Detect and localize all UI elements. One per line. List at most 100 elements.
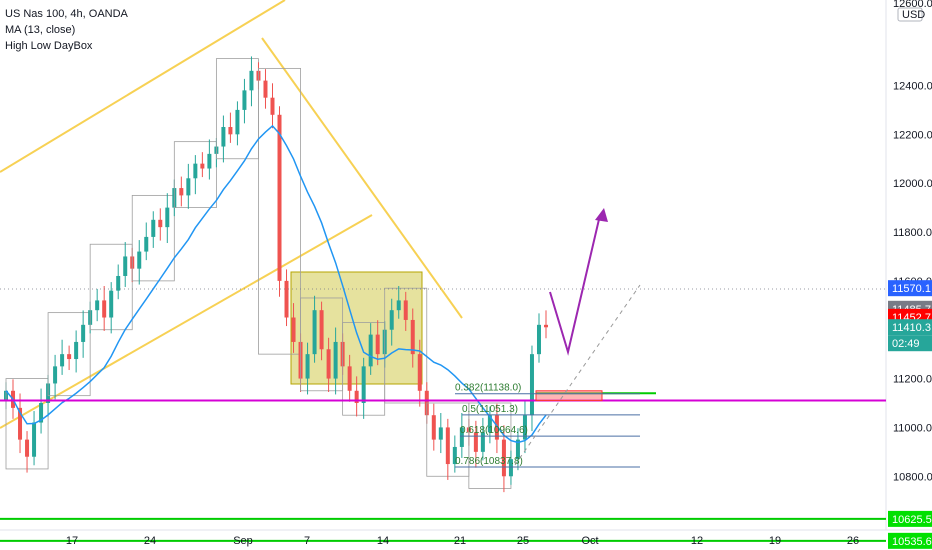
price-tick-label: 12200.0	[893, 129, 932, 141]
candle-body	[326, 349, 331, 379]
candle-body	[536, 324, 541, 355]
price-tag	[888, 510, 932, 527]
candle-body	[319, 310, 324, 350]
candle-body	[137, 251, 142, 269]
candle-body	[200, 163, 205, 169]
candle-body	[151, 219, 156, 237]
time-tick-label: Oct	[581, 535, 598, 547]
time-tick-label: 14	[377, 535, 389, 547]
time-tick-label: 21	[454, 535, 466, 547]
fib-level-label: 0.618(10964.6)	[460, 425, 528, 436]
time-tick-label: 12	[691, 535, 703, 547]
candle-body	[102, 300, 107, 318]
target-zone	[535, 390, 603, 402]
daybox	[131, 194, 175, 282]
candle-body	[158, 219, 163, 228]
candle-body	[60, 354, 65, 367]
candle-body	[375, 334, 380, 355]
candle-body	[242, 90, 247, 110]
daybox	[384, 287, 428, 404]
currency-badge	[897, 7, 923, 22]
price-tag	[888, 532, 932, 549]
price-tag-label: 11410.3	[892, 322, 931, 334]
ma-line	[5, 124, 547, 444]
price-tag-label: 10625.5	[892, 514, 932, 526]
symbol-title[interactable]: US Nas 100, 4h, OANDA	[5, 8, 128, 20]
candle-body	[39, 402, 44, 423]
candle-body	[249, 70, 254, 91]
candle-body	[277, 114, 282, 281]
candle-body	[25, 439, 30, 457]
time-tick-label: 17	[66, 535, 78, 547]
candle-body	[123, 256, 128, 276]
candle-body	[452, 446, 457, 465]
daybox-indicator-label[interactable]: High Low DayBox	[5, 40, 93, 52]
time-tick-label: 19	[769, 535, 781, 547]
candle-body	[81, 324, 86, 342]
candle-body	[347, 366, 352, 391]
candle-body	[263, 80, 268, 98]
candle-body	[396, 300, 401, 311]
candle-body	[361, 366, 366, 403]
time-tick-label: Sep	[233, 535, 253, 547]
fib-level-label: 0.382(11138.0)	[455, 383, 521, 394]
candle-body	[417, 354, 422, 391]
candle-body	[529, 354, 534, 416]
candle-body	[165, 207, 170, 228]
candle-body	[438, 427, 443, 440]
candle-body	[270, 97, 275, 115]
candle-body	[544, 324, 548, 328]
candle-body	[445, 427, 450, 465]
candle-body	[291, 317, 296, 342]
daybox	[47, 312, 91, 397]
daybox	[173, 141, 217, 209]
candle-body	[221, 127, 226, 147]
candle-body	[186, 178, 191, 196]
price-tag-label: 02:49	[892, 338, 920, 350]
lower-channel-line	[0, 214, 373, 429]
price-tick-label: 11000.0	[893, 422, 932, 434]
candle-body	[501, 439, 506, 477]
candle-body	[305, 354, 310, 379]
fib-level-label: 0.5(11051.3)	[462, 404, 518, 415]
candle-body	[207, 153, 212, 169]
price-tag	[888, 335, 932, 352]
ma-indicator-label[interactable]: MA (13, close)	[5, 24, 76, 36]
candle-body	[144, 236, 149, 252]
candle-body	[410, 319, 415, 355]
candle-body	[473, 432, 478, 452]
daybox	[258, 67, 301, 355]
upper-channel-line	[0, 0, 286, 173]
price-tick-label: 11800.0	[893, 227, 932, 239]
candle-body	[235, 109, 240, 135]
candle-body	[67, 354, 72, 360]
candle-body	[109, 290, 114, 318]
price-tag	[888, 319, 932, 336]
candle-body	[354, 390, 359, 403]
candle-body	[487, 415, 492, 433]
candle-body	[18, 407, 23, 440]
candle-body	[522, 415, 527, 440]
candle-body	[32, 422, 37, 457]
chart-legend: US Nas 100, 4h, OANDA MA (13, close) Hig…	[5, 6, 128, 54]
candle-body	[431, 415, 436, 440]
forecast-path	[549, 214, 601, 356]
candle-body	[494, 415, 499, 440]
price-tick-label-top: 12600.0	[893, 0, 932, 10]
currency-label: USD	[902, 9, 925, 21]
candle-body	[403, 300, 408, 320]
price-tag	[888, 280, 932, 297]
candle-body	[116, 275, 121, 291]
candle-body	[228, 127, 233, 135]
candle-body	[284, 280, 289, 318]
price-tick-label: 12400.0	[893, 80, 932, 92]
candle-body	[459, 427, 464, 447]
time-tick-label: 24	[144, 535, 156, 547]
fib-level-label: 0.786(10837.8)	[455, 456, 523, 467]
forecast-arrowhead	[595, 208, 608, 222]
price-tick-label: 12000.0	[893, 178, 932, 190]
candle-body	[74, 341, 79, 360]
candle-body	[508, 459, 513, 477]
